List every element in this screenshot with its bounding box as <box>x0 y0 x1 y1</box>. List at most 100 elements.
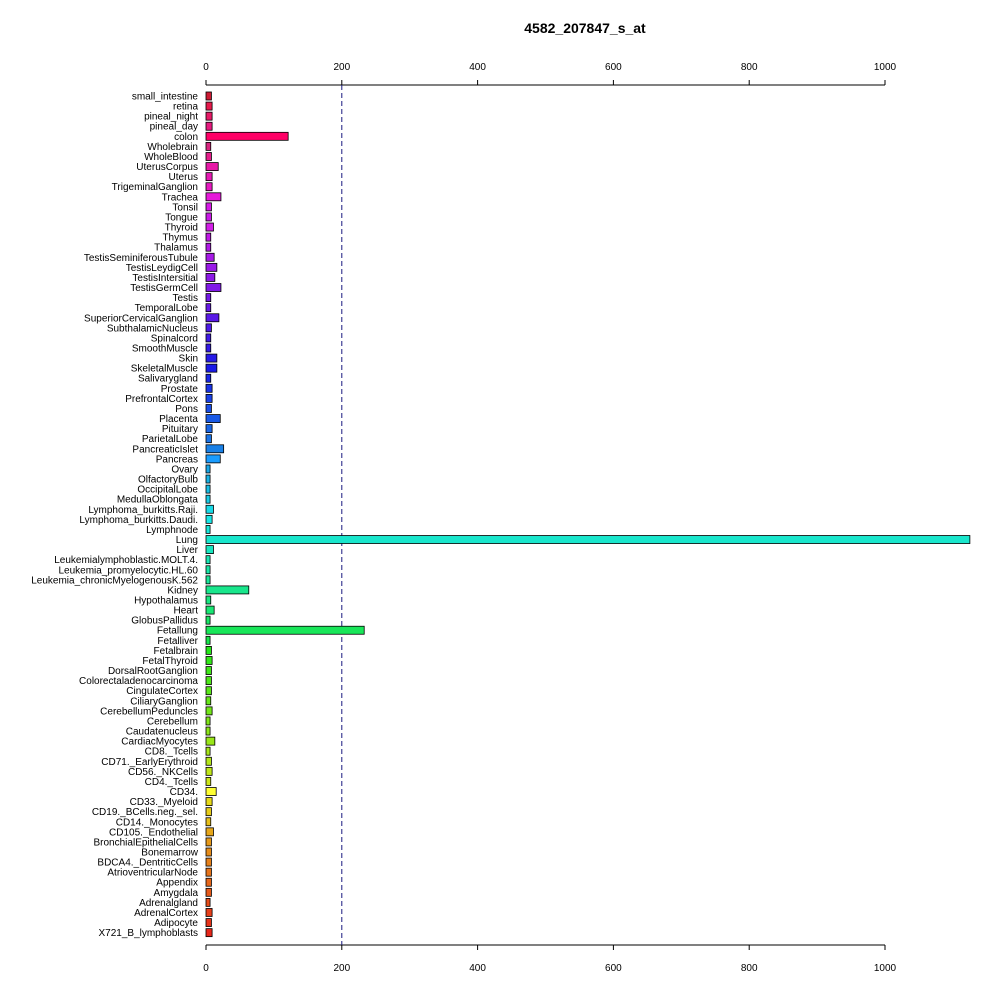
bar <box>205 262 218 272</box>
category-label: Tonsil <box>172 202 198 213</box>
category-label: CerebellumPeduncles <box>100 706 198 717</box>
category-label: CD4._Tcells <box>145 777 198 788</box>
bar <box>205 898 211 907</box>
bar <box>205 363 218 373</box>
bar <box>205 746 211 756</box>
category-label: OccipitalLobe <box>137 485 198 496</box>
category-label: Liver <box>176 545 198 556</box>
bar <box>205 928 213 938</box>
category-label: Amygdala <box>154 888 199 899</box>
bar <box>205 222 214 232</box>
bar <box>205 615 211 625</box>
category-label: Lung <box>176 535 198 546</box>
bar <box>205 635 211 645</box>
bar <box>205 535 971 544</box>
bar <box>205 807 212 817</box>
bar <box>205 474 211 484</box>
category-label: UterusCorpus <box>136 162 198 173</box>
top-x-axis-tick-label: 1000 <box>874 62 897 73</box>
category-label: Thyroid <box>165 223 198 234</box>
bar <box>205 706 213 716</box>
bar <box>205 323 212 333</box>
bar <box>205 252 215 262</box>
bar <box>205 827 214 837</box>
bar <box>205 333 212 343</box>
bar <box>205 454 221 464</box>
category-label: CD105._Endothelial <box>109 827 198 838</box>
category-label: SmoothMuscle <box>132 344 199 355</box>
bar <box>205 273 216 282</box>
bar <box>205 152 212 161</box>
bar <box>205 766 213 776</box>
category-label: TestisSeminiferousTubule <box>84 253 199 264</box>
bar <box>205 484 211 494</box>
category-label: GlobusPallidus <box>131 616 198 627</box>
category-label: Cerebellum <box>147 716 198 727</box>
category-label: Adrenalgland <box>139 898 198 909</box>
bar <box>205 293 212 303</box>
bar <box>205 686 212 696</box>
bar <box>205 232 212 242</box>
bar <box>205 91 212 101</box>
category-label: WholeBlood <box>144 152 198 163</box>
bar <box>205 353 218 363</box>
category-label: Lymphoma_burkitts.Raji. <box>88 505 198 516</box>
bar <box>205 242 212 252</box>
bar <box>205 141 212 151</box>
category-label: CD8._Tcells <box>145 747 198 758</box>
bar <box>205 676 212 686</box>
bar <box>205 797 213 806</box>
category-label: Skin <box>179 354 198 365</box>
category-label: colon <box>174 132 198 143</box>
bar <box>205 101 213 111</box>
category-label: Lymphnode <box>146 525 198 536</box>
bar <box>205 857 212 867</box>
bar <box>205 726 211 736</box>
category-label: Appendix <box>156 878 198 889</box>
category-label: ParietalLobe <box>142 434 199 445</box>
bar <box>205 343 212 353</box>
chart-title: 4582_207847_s_at <box>524 20 646 36</box>
bar <box>205 887 212 897</box>
top-x-axis-tick-label: 400 <box>469 62 486 73</box>
bottom-x-axis-tick-label: 200 <box>333 963 350 974</box>
category-label: CD33._Myeloid <box>130 797 198 808</box>
category-label: TestisIntersitial <box>132 273 198 284</box>
category-label: Adipocyte <box>154 918 198 929</box>
bar <box>205 514 213 524</box>
category-label: small_intestine <box>132 92 199 103</box>
category-label: Pons <box>175 404 198 415</box>
category-label: FetalThyroid <box>142 656 198 667</box>
category-label: MedullaOblongata <box>117 495 199 506</box>
bar <box>205 424 213 434</box>
category-label: Thalamus <box>154 243 198 254</box>
bar <box>205 777 212 786</box>
category-label: Hypothalamus <box>134 596 198 607</box>
bar <box>205 464 211 474</box>
bar <box>205 605 215 615</box>
category-label: TestisGermCell <box>130 283 198 294</box>
bar <box>205 837 212 847</box>
category-label: BronchialEpithelialCells <box>94 837 199 848</box>
category-label: SubthalamicNucleus <box>107 323 198 334</box>
category-label: Fetalliver <box>157 636 198 647</box>
category-label: Bonemarrow <box>141 848 198 859</box>
bar <box>205 867 212 877</box>
bar <box>205 162 219 171</box>
bar <box>205 656 213 665</box>
category-label: Salivarygland <box>138 374 198 385</box>
bar <box>205 404 212 413</box>
category-label: AdrenalCortex <box>134 908 198 919</box>
category-label: Thymus <box>162 233 198 244</box>
category-label: Spinalcord <box>151 333 198 344</box>
category-label: TemporalLobe <box>135 303 199 314</box>
bar <box>205 918 212 927</box>
category-label: DorsalRootGanglion <box>108 666 198 677</box>
category-label: Kidney <box>167 585 198 596</box>
category-label: AtrioventricularNode <box>107 868 198 879</box>
bar <box>205 666 212 675</box>
category-label: CiliaryGanglion <box>130 696 198 707</box>
bar <box>205 595 212 605</box>
